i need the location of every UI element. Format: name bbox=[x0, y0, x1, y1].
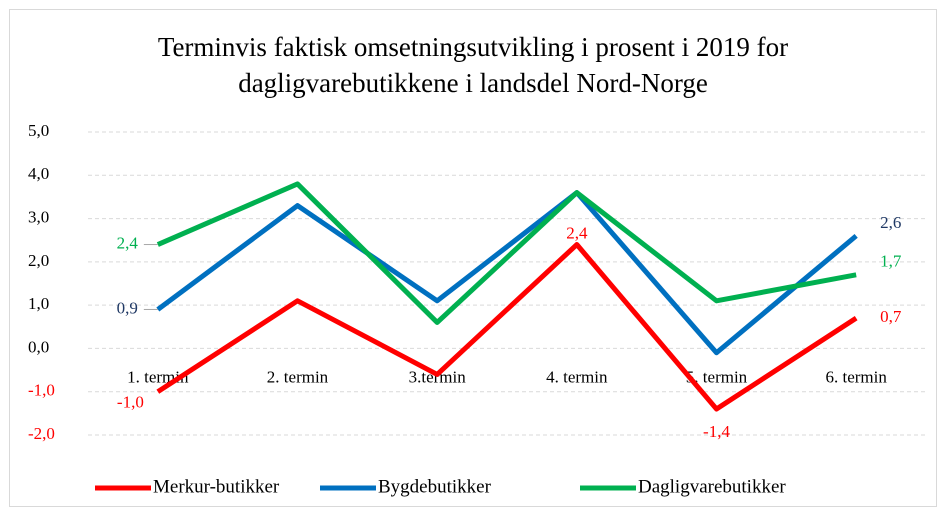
legend-label: Dagligvarebutikker bbox=[638, 476, 786, 497]
chart-border bbox=[9, 9, 937, 507]
x-tick-label: 6. termin bbox=[825, 367, 887, 386]
x-tick-label: 2. termin bbox=[267, 367, 329, 386]
chart-title: Terminvis faktisk omsetningsutvikling i … bbox=[158, 32, 788, 62]
data-label: 1,7 bbox=[880, 252, 902, 271]
x-tick-label: 5. termin bbox=[686, 367, 748, 386]
data-label: -1,0 bbox=[117, 393, 144, 412]
y-tick-label: 2,0 bbox=[28, 251, 49, 270]
y-tick-label: -2,0 bbox=[28, 424, 55, 443]
data-label: -1,4 bbox=[703, 422, 730, 441]
y-tick-label: 5,0 bbox=[28, 121, 49, 140]
legend-label: Bygdebutikker bbox=[378, 476, 492, 497]
y-tick-label: 0,0 bbox=[28, 337, 49, 356]
series-line bbox=[156, 242, 858, 412]
data-label: 2,4 bbox=[117, 233, 139, 252]
y-tick-label: -1,0 bbox=[28, 381, 55, 400]
data-label: 0,9 bbox=[117, 298, 138, 317]
y-tick-label: 4,0 bbox=[28, 164, 49, 183]
chart-title: dagligvarebutikkene i landsdel Nord-Norg… bbox=[238, 68, 708, 98]
series-line bbox=[156, 181, 857, 325]
y-tick-label: 3,0 bbox=[28, 207, 49, 226]
x-tick-label: 4. termin bbox=[546, 367, 608, 386]
data-label: 2,6 bbox=[880, 213, 901, 232]
series-line bbox=[156, 190, 858, 356]
data-label: 2,4 bbox=[566, 223, 588, 242]
y-tick-label: 1,0 bbox=[28, 294, 49, 313]
legend-label: Merkur-butikker bbox=[153, 476, 280, 497]
data-label: 0,7 bbox=[880, 307, 902, 326]
